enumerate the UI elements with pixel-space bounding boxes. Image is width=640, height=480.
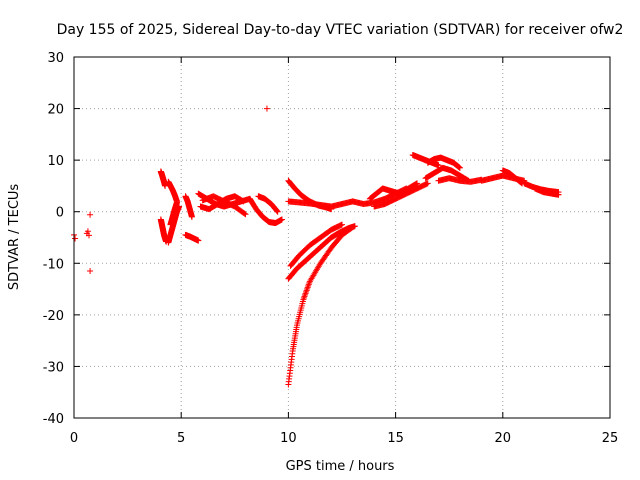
- data-point: [84, 228, 91, 235]
- y-axis-label: SDTVAR / TECUs: [7, 184, 22, 291]
- data-point: [555, 191, 562, 198]
- data-point: [162, 182, 169, 189]
- x-tick-label: 10: [280, 431, 297, 446]
- data-point: [241, 210, 248, 217]
- x-tick-label: 15: [387, 431, 404, 446]
- chart-title: Day 155 of 2025, Sidereal Day-to-day VTE…: [57, 22, 624, 38]
- y-tick-label: 10: [47, 154, 64, 169]
- grid: [74, 57, 610, 418]
- x-tick-label: 5: [177, 431, 185, 446]
- data-point: [456, 164, 463, 171]
- y-tick-label: -10: [43, 257, 64, 272]
- y-tick-label: -20: [43, 309, 64, 324]
- data-point: [242, 211, 249, 218]
- data-point: [263, 105, 270, 112]
- plot-frame: [73, 56, 611, 419]
- data-point: [339, 221, 345, 228]
- data-point: [72, 235, 79, 242]
- axis-ticks: 0 5 10 15 20 25 -40 -30 -20 -10 0 10 20 30: [43, 51, 619, 446]
- y-tick-label: 20: [47, 103, 64, 118]
- x-tick-label: 20: [495, 431, 512, 446]
- data-point: [414, 180, 421, 187]
- y-tick-label: 30: [47, 51, 64, 66]
- x-tick-label: 0: [70, 431, 78, 446]
- x-axis-label: GPS time / hours: [286, 459, 395, 474]
- data-point: [86, 232, 93, 239]
- data-point: [173, 199, 180, 206]
- data-point: [273, 207, 280, 214]
- data-point: [274, 208, 281, 215]
- y-tick-label: -40: [43, 412, 64, 427]
- data-point: [278, 216, 285, 223]
- data-point: [351, 223, 358, 230]
- data-points: [71, 105, 562, 388]
- data-point: [87, 211, 94, 218]
- data-point: [240, 198, 247, 205]
- data-point: [435, 162, 442, 169]
- data-point: [424, 180, 431, 187]
- data-point: [188, 213, 195, 220]
- data-point: [274, 208, 281, 215]
- data-point: [195, 237, 202, 244]
- y-tick-label: 0: [56, 206, 64, 221]
- y-tick-label: -30: [43, 360, 64, 375]
- x-tick-label: 25: [602, 431, 619, 446]
- data-point: [87, 268, 94, 275]
